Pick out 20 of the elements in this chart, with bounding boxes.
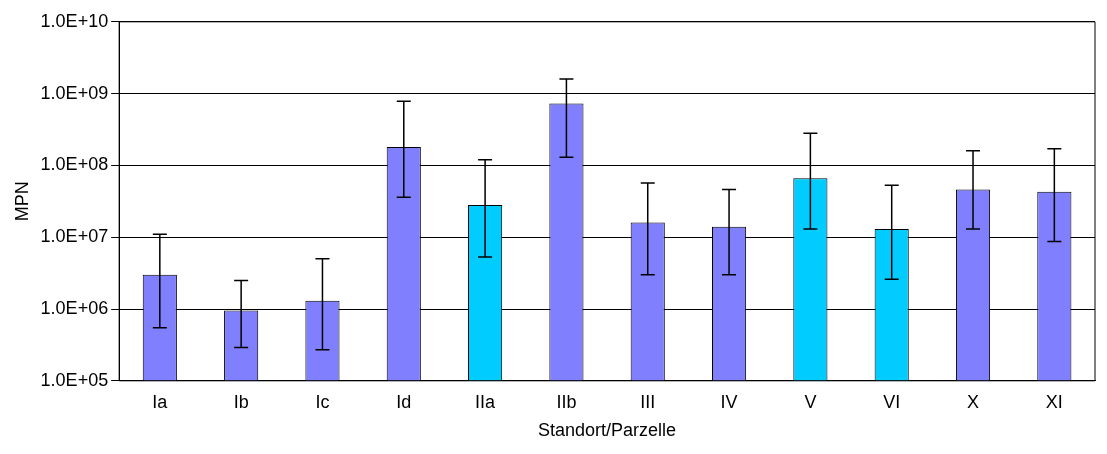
x-tick-label: Ia [152,391,169,412]
y-tick-label: 1.0E+06 [40,297,109,318]
y-tick-label: 1.0E+07 [40,226,109,247]
x-tick-label: XI [1045,391,1063,412]
x-tick-label: VI [883,391,901,412]
x-tick-label: IIa [475,391,497,412]
y-axis-title: MPN [11,181,32,222]
x-tick-label: Ic [315,391,330,412]
x-tick-label: III [640,391,656,412]
x-tick-label: X [967,391,980,412]
x-axis-title: Standort/Parzelle [538,420,677,441]
y-tick-label: 1.0E+09 [40,82,109,103]
x-tick-label: V [804,391,817,412]
y-tick-label: 1.0E+08 [40,154,109,175]
x-tick-label: IIb [556,391,577,412]
y-tick-label: 1.0E+05 [40,369,109,390]
x-tick-label: Id [396,391,412,412]
y-tick-label: 1.0E+10 [40,10,109,31]
x-tick-label: IV [720,391,738,412]
x-tick-label: Ib [233,391,249,412]
